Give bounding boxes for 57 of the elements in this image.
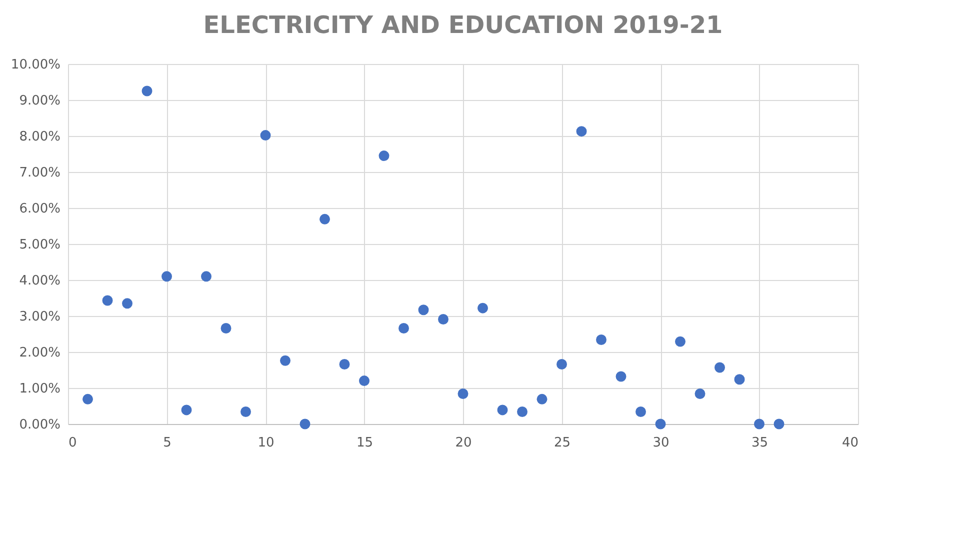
- y-tick-label: 2.00%: [19, 346, 60, 360]
- y-tick-label: 1.00%: [19, 382, 60, 396]
- y-tick-label: 5.00%: [19, 238, 60, 252]
- point: [359, 376, 370, 386]
- point: [339, 359, 350, 370]
- point: [636, 406, 646, 417]
- point: [655, 418, 666, 430]
- y-tick-label: 9.00%: [19, 94, 60, 108]
- point: [556, 359, 567, 370]
- point: [576, 126, 587, 137]
- point: [694, 388, 706, 399]
- point: [300, 418, 310, 430]
- point: [734, 374, 745, 385]
- point: [260, 130, 271, 141]
- point: [536, 394, 548, 404]
- point: [754, 418, 764, 430]
- point: [82, 394, 93, 404]
- point: [458, 388, 468, 399]
- x-tick-label: 15: [356, 436, 374, 450]
- point: [320, 214, 330, 224]
- x-tick-label: 20: [455, 436, 472, 450]
- y-tick-label: 10.00%: [10, 58, 60, 72]
- y-tick-label: 7.00%: [19, 166, 60, 180]
- point: [517, 406, 528, 417]
- point: [675, 336, 686, 347]
- point: [181, 404, 192, 416]
- point: [220, 323, 232, 334]
- point: [122, 298, 132, 309]
- point: [378, 150, 390, 162]
- y-tick-label: 0.00%: [19, 418, 60, 432]
- y-tick-label: 4.00%: [19, 274, 60, 288]
- y-tick-label: 6.00%: [19, 202, 60, 216]
- point: [478, 302, 488, 314]
- point: [142, 86, 152, 96]
- point: [714, 362, 725, 373]
- point: [774, 418, 784, 430]
- point: [497, 404, 508, 416]
- point: [418, 304, 429, 316]
- x-tick-label: 25: [554, 436, 571, 450]
- point: [201, 271, 212, 282]
- chart-title: ELECTRICITY AND EDUCATION 2019-21: [203, 11, 723, 39]
- x-tick-label: 5: [163, 436, 172, 450]
- y-tick-label: 3.00%: [19, 310, 60, 324]
- x-tick-label: 40: [842, 436, 858, 450]
- point: [162, 271, 172, 282]
- x-tick-label: 10: [258, 436, 274, 450]
- point: [616, 371, 626, 382]
- point: [240, 406, 251, 417]
- point: [280, 355, 290, 366]
- point: [438, 314, 448, 324]
- x-tick-label: 35: [751, 436, 768, 450]
- y-tick-label: 8.00%: [19, 130, 60, 144]
- point: [102, 295, 113, 306]
- point: [596, 334, 606, 345]
- x-tick-label: 0: [68, 436, 77, 450]
- x-tick-label: 30: [652, 436, 670, 450]
- point: [398, 323, 409, 334]
